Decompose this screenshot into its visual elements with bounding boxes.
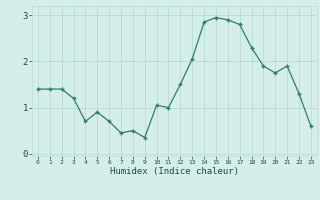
X-axis label: Humidex (Indice chaleur): Humidex (Indice chaleur) bbox=[110, 167, 239, 176]
